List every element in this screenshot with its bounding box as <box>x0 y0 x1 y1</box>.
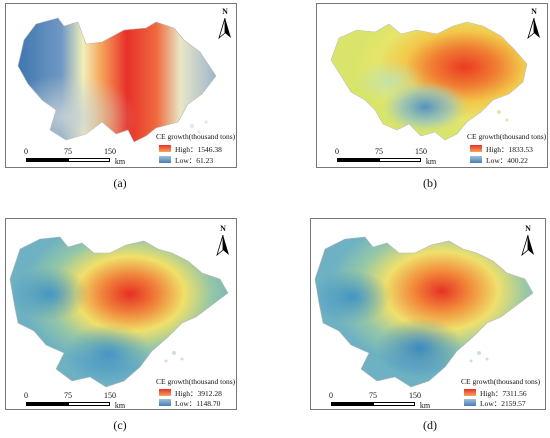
north-label: N <box>222 7 228 16</box>
map-panel-d: N 0 75 150 km CE growth(thousand tons) H… <box>310 218 546 410</box>
legend-high-swatch <box>464 389 476 396</box>
legend-low-label: Low：400.22 <box>486 156 528 165</box>
choropleth-map-a <box>17 17 217 143</box>
legend: CE growth(thousand tons) High：1833.53 Lo… <box>467 132 547 166</box>
legend-low-swatch <box>159 156 171 163</box>
legend: CE growth(thousand tons) High：7311.56 Lo… <box>461 377 545 409</box>
north-arrow-icon: N <box>212 224 234 257</box>
legend-low-label: Low：2159.57 <box>480 399 526 408</box>
legend-title: CE growth(thousand tons) <box>461 377 541 386</box>
scale-unit: km <box>425 157 437 166</box>
map-panel-b: N 0 75 150 km CE growth(thousand tons) H… <box>316 3 548 168</box>
scale-tick: 75 <box>64 147 72 156</box>
scale-unit: km <box>114 157 126 166</box>
scale-tick: 0 <box>24 391 28 400</box>
legend-low-swatch <box>464 399 476 406</box>
scale-tick: 0 <box>335 147 339 156</box>
scale-tick: 75 <box>64 391 72 400</box>
scale-tick: 150 <box>409 391 421 400</box>
scale-tick: 150 <box>104 147 116 156</box>
north-label: N <box>525 224 531 233</box>
scale-tick: 75 <box>369 391 377 400</box>
legend-high-swatch <box>159 389 171 396</box>
map-panel-a: N 0 75 150 km CE growth(thousand tons) H… <box>5 3 237 168</box>
legend-low-label: Low：1148.70 <box>175 399 221 408</box>
legend-high-label: High：3912.28 <box>175 389 222 398</box>
scale-tick: 150 <box>104 391 116 400</box>
legend-title: CE growth(thousand tons) <box>156 377 236 386</box>
caption-b: (b) <box>423 176 437 190</box>
caption-a: (a) <box>113 176 127 190</box>
legend-low-label: Low：61.23 <box>175 156 214 165</box>
legend: CE growth(thousand tons) High：3912.28 Lo… <box>156 377 236 409</box>
scale-bar: 0 75 150 km <box>335 147 455 167</box>
legend-title: CE growth(thousand tons) <box>467 132 547 141</box>
scale-bar: 0 75 150 km <box>329 391 449 410</box>
legend-title: CE growth(thousand tons) <box>156 132 236 141</box>
caption-c: (c) <box>113 418 127 432</box>
legend-high-swatch <box>470 145 482 152</box>
north-arrow-icon: N <box>517 224 539 257</box>
scale-tick: 0 <box>24 147 28 156</box>
scale-unit: km <box>114 401 126 410</box>
choropleth-map-b <box>330 21 528 141</box>
legend-low-swatch <box>470 156 482 163</box>
legend-high-swatch <box>159 145 171 152</box>
legend-high-label: High：7311.56 <box>480 389 527 398</box>
scale-tick: 150 <box>415 147 427 156</box>
scale-bar: 0 75 150 km <box>24 391 144 410</box>
north-arrow-icon: N <box>523 7 545 40</box>
scale-bar: 0 75 150 km <box>24 147 144 167</box>
scale-unit: km <box>419 401 431 410</box>
scale-tick: 75 <box>375 147 383 156</box>
legend: CE growth(thousand tons) High：1546.38 Lo… <box>156 132 236 166</box>
choropleth-map-d <box>314 236 534 388</box>
caption-d: (d) <box>423 418 437 432</box>
scale-tick: 0 <box>329 391 333 400</box>
map-panel-c: N 0 75 150 km CE growth(thousand tons) H… <box>5 218 237 410</box>
choropleth-map-c <box>9 236 229 388</box>
legend-high-label: High：1833.53 <box>486 145 533 154</box>
north-label: N <box>220 224 226 233</box>
legend-high-label: High：1546.38 <box>175 145 222 154</box>
north-label: N <box>531 7 537 16</box>
legend-low-swatch <box>159 399 171 406</box>
north-arrow-icon: N <box>214 7 236 40</box>
